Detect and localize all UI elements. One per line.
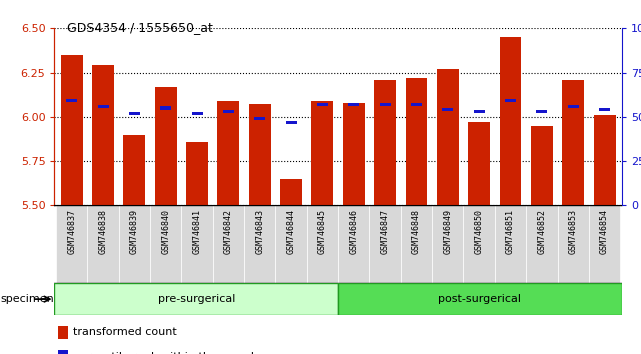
Text: GSM746852: GSM746852: [537, 209, 546, 254]
Text: GSM746837: GSM746837: [67, 209, 76, 254]
Bar: [129, 112, 140, 115]
Bar: [150, 205, 181, 283]
Bar: [119, 205, 150, 283]
Bar: [254, 117, 265, 120]
Text: GSM746845: GSM746845: [318, 209, 327, 254]
Bar: [379, 103, 390, 106]
Text: transformed count: transformed count: [73, 327, 177, 337]
Bar: [181, 205, 213, 283]
Bar: [280, 179, 302, 205]
Bar: [338, 205, 369, 283]
Bar: [505, 99, 516, 103]
Bar: [186, 142, 208, 205]
Bar: [244, 205, 276, 283]
Text: GSM746850: GSM746850: [475, 209, 484, 254]
Bar: [154, 87, 177, 205]
Bar: [66, 99, 77, 103]
Bar: [97, 105, 108, 108]
Bar: [599, 108, 610, 112]
Bar: [312, 101, 333, 205]
Text: GDS4354 / 1555650_at: GDS4354 / 1555650_at: [67, 21, 213, 34]
Bar: [474, 110, 485, 113]
Bar: [594, 115, 615, 205]
Bar: [192, 112, 203, 115]
Bar: [348, 103, 360, 106]
Bar: [537, 110, 547, 113]
Bar: [568, 105, 579, 108]
Text: GSM746847: GSM746847: [381, 209, 390, 254]
Text: GSM746839: GSM746839: [130, 209, 139, 254]
Bar: [56, 205, 87, 283]
Text: GSM746849: GSM746849: [444, 209, 453, 254]
Bar: [307, 205, 338, 283]
Bar: [463, 205, 495, 283]
Bar: [442, 108, 453, 112]
Text: GSM746848: GSM746848: [412, 209, 421, 254]
Bar: [58, 350, 68, 354]
Bar: [562, 80, 584, 205]
Bar: [495, 205, 526, 283]
Bar: [338, 283, 622, 315]
Bar: [343, 103, 365, 205]
Text: GSM746842: GSM746842: [224, 209, 233, 254]
Bar: [217, 101, 239, 205]
Text: GSM746853: GSM746853: [569, 209, 578, 254]
Bar: [401, 205, 432, 283]
Text: GSM746838: GSM746838: [99, 209, 108, 254]
Bar: [468, 122, 490, 205]
Bar: [87, 205, 119, 283]
Bar: [54, 283, 338, 315]
Text: GSM746840: GSM746840: [162, 209, 171, 254]
Bar: [406, 78, 428, 205]
Text: post-surgerical: post-surgerical: [438, 294, 521, 304]
Bar: [558, 205, 589, 283]
Bar: [589, 205, 620, 283]
Bar: [374, 80, 396, 205]
Text: GSM746841: GSM746841: [192, 209, 201, 254]
Text: percentile rank within the sample: percentile rank within the sample: [73, 352, 261, 354]
Bar: [124, 135, 146, 205]
Bar: [160, 107, 171, 110]
Text: GSM746854: GSM746854: [600, 209, 609, 254]
Bar: [58, 326, 68, 339]
Bar: [369, 205, 401, 283]
Bar: [92, 65, 114, 205]
Bar: [437, 69, 459, 205]
Bar: [61, 55, 83, 205]
Bar: [411, 103, 422, 106]
Text: GSM746843: GSM746843: [255, 209, 264, 254]
Text: pre-surgerical: pre-surgerical: [158, 294, 235, 304]
Text: specimen: specimen: [1, 294, 54, 304]
Bar: [317, 103, 328, 106]
Bar: [526, 205, 558, 283]
Bar: [276, 205, 307, 283]
Bar: [249, 104, 271, 205]
Bar: [531, 126, 553, 205]
Text: GSM746846: GSM746846: [349, 209, 358, 254]
Text: GSM746851: GSM746851: [506, 209, 515, 254]
Bar: [213, 205, 244, 283]
Bar: [432, 205, 463, 283]
Bar: [499, 37, 522, 205]
Bar: [286, 121, 297, 124]
Text: GSM746844: GSM746844: [287, 209, 296, 254]
Bar: [223, 110, 234, 113]
